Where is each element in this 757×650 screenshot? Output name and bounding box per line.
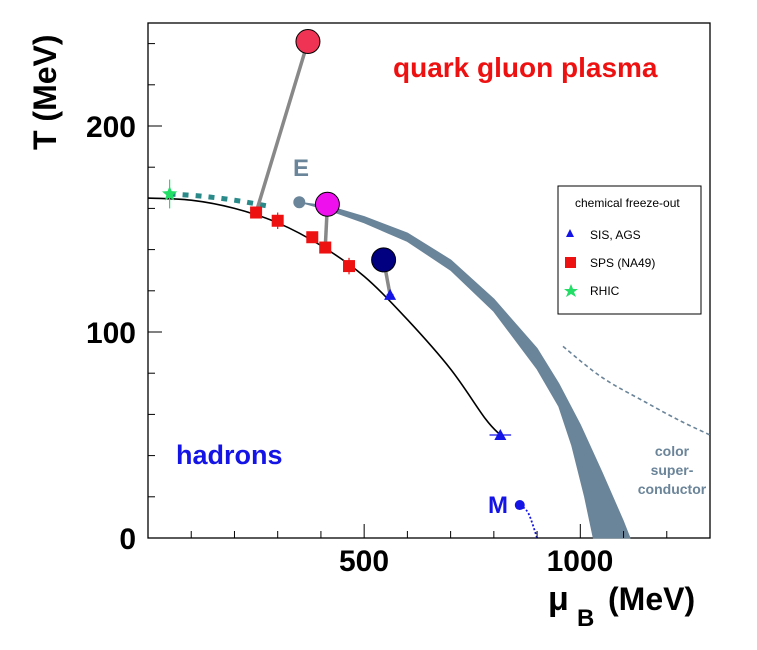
y-axis-title: T (MeV) <box>27 34 63 150</box>
x-tick-label-500: 500 <box>339 545 389 578</box>
csc-dashed-line <box>562 345 711 436</box>
sps-point-3 <box>319 241 332 254</box>
sps-point-4 <box>343 260 356 273</box>
legend-entry-rhic: RHIC <box>590 284 620 298</box>
legend-square-marker <box>565 257 576 268</box>
critical-point-M <box>514 500 525 511</box>
y-tick-label-100: 100 <box>86 317 136 350</box>
model-point-1 <box>314 191 340 217</box>
legend-title: chemical freeze-out <box>575 196 680 210</box>
hadrons-label: hadrons <box>176 440 283 470</box>
legend-star-marker <box>564 284 578 297</box>
csc-label-line2: super- <box>651 462 694 478</box>
crossover-band-fill <box>298 201 631 539</box>
qgp-label: quark gluon plasma <box>393 52 658 83</box>
sis-ags-point-0 <box>384 288 397 300</box>
crossover-band <box>298 201 631 539</box>
sis-ags-point-1 <box>494 429 507 440</box>
critical-point-M-label: M <box>488 492 508 519</box>
sps-point-2 <box>306 231 319 244</box>
csc-label-line1: color <box>655 443 690 459</box>
model-link-0 <box>254 41 310 214</box>
critical-point-E-label: E <box>293 155 309 182</box>
M-dotted-line <box>519 504 538 539</box>
x-axis-title-mu: μ <box>548 580 569 618</box>
model-point-2 <box>371 247 397 273</box>
critical-point-E <box>293 196 306 209</box>
x-axis-title-unit: (MeV) <box>608 581 695 617</box>
rhic-point-0 <box>162 186 178 201</box>
freezeout-curve <box>147 197 501 436</box>
legend-triangle-marker <box>566 229 574 237</box>
legend-box <box>557 185 702 315</box>
axis-ticks <box>147 43 711 539</box>
legend: chemical freeze-out SIS, AGS SPS (NA49) … <box>557 185 702 315</box>
lattice-dotted-boundary <box>169 191 270 209</box>
x-axis-title-sub: B <box>577 605 594 632</box>
legend-entry-sis-ags: SIS, AGS <box>590 228 641 242</box>
model-point-0 <box>295 29 321 55</box>
y-tick-label-0: 0 <box>119 523 136 556</box>
plot-frame <box>147 22 711 539</box>
sps-point-1 <box>271 214 284 227</box>
data-points <box>162 179 512 440</box>
y-tick-label-200: 200 <box>86 111 136 144</box>
sps-point-0 <box>250 206 263 219</box>
x-tick-label-1000: 1000 <box>547 545 614 578</box>
legend-entry-sps: SPS (NA49) <box>590 256 655 270</box>
model-links <box>254 29 397 296</box>
csc-label-line3: conductor <box>638 481 707 497</box>
